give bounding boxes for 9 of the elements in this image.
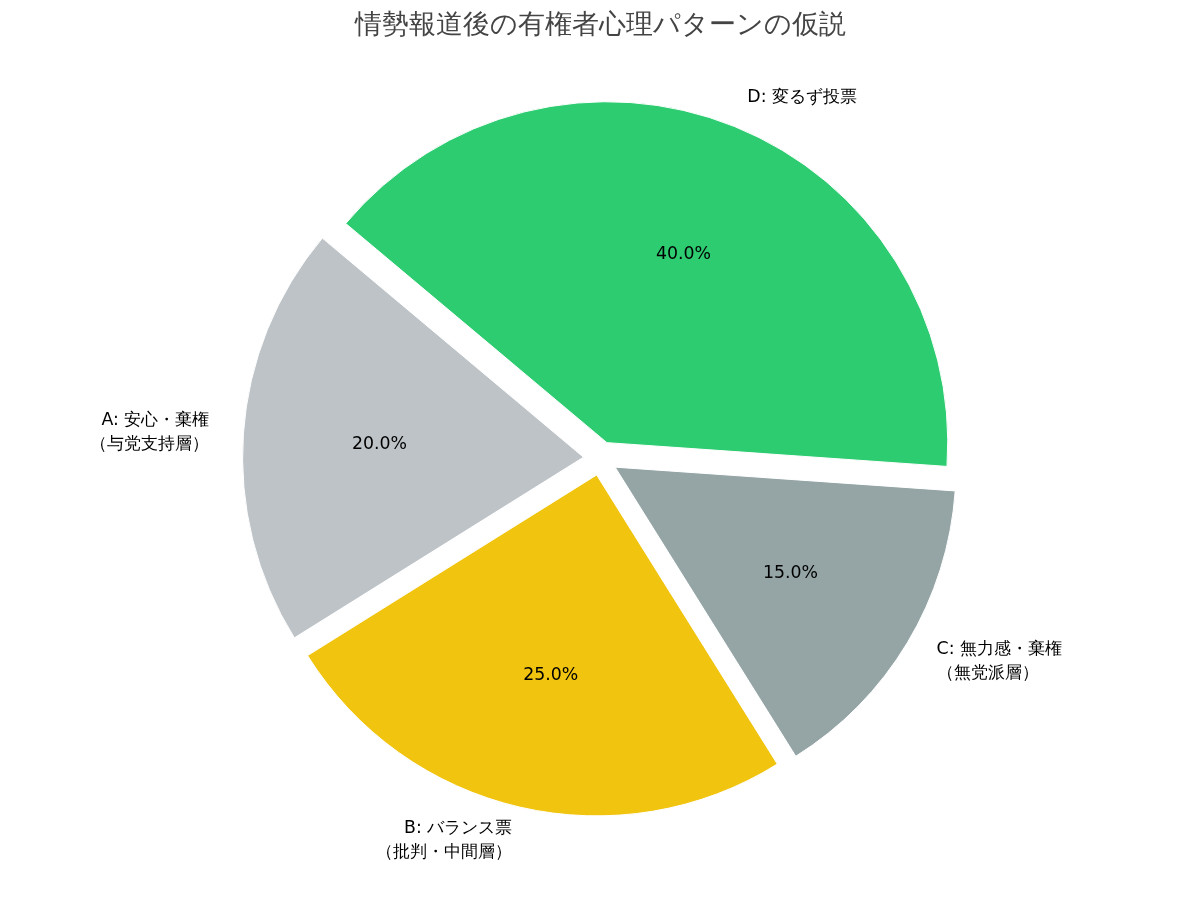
slice-label: C: 無力感・棄権（無党派層） [936, 637, 1062, 682]
slice-label: B: バランス票（批判・中間層） [376, 817, 513, 862]
data-label: 15.0% [762, 562, 818, 583]
chart-title: 情勢報道後の有権者心理パターンの仮説 [354, 7, 846, 39]
slice-label: D: 変るず投票 [747, 85, 858, 106]
slice-label: A: 安心・棄権（与党支持層） [90, 409, 210, 454]
data-label: 20.0% [351, 432, 407, 453]
data-label: 40.0% [655, 243, 712, 264]
data-label: 25.0% [523, 663, 579, 684]
